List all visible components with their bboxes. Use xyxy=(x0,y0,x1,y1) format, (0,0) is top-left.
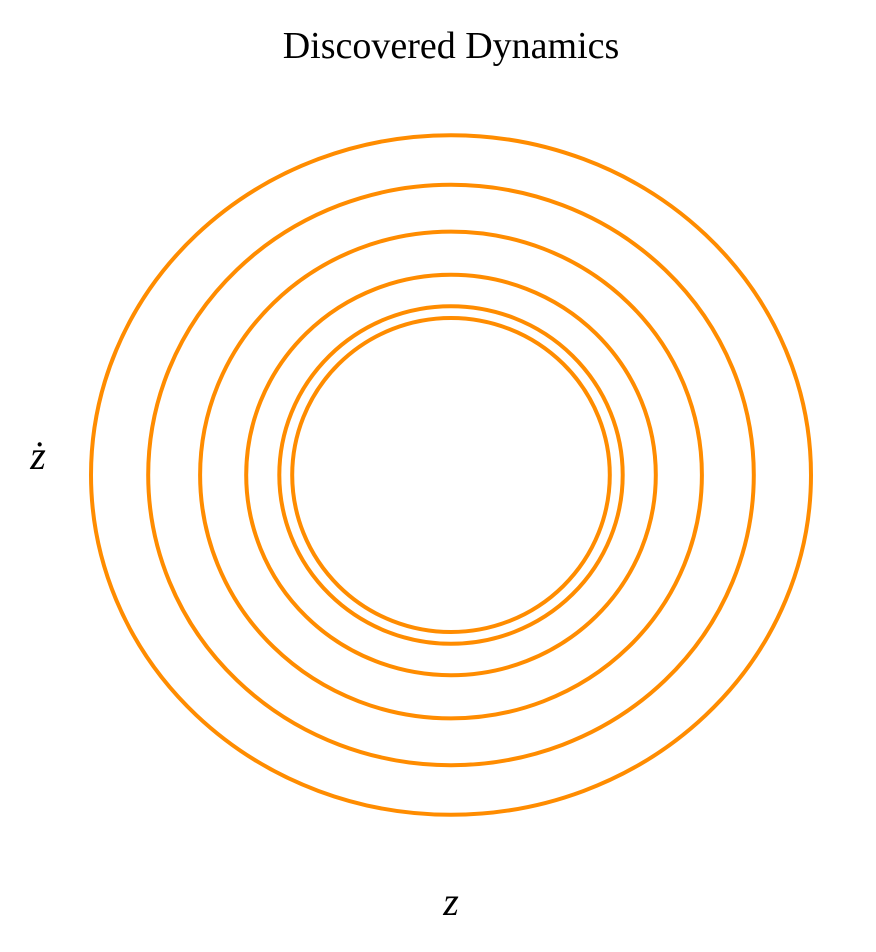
chart-title: Discovered Dynamics xyxy=(283,25,620,67)
y-axis-label: ż xyxy=(29,433,46,478)
orbit-1 xyxy=(89,133,813,817)
orbit-4 xyxy=(244,272,658,678)
orbit-2 xyxy=(146,182,756,768)
orbit-group xyxy=(89,133,813,817)
orbit-6 xyxy=(290,316,612,634)
orbit-3 xyxy=(198,229,704,721)
x-axis-label: z xyxy=(442,879,459,924)
orbit-5 xyxy=(277,304,625,646)
